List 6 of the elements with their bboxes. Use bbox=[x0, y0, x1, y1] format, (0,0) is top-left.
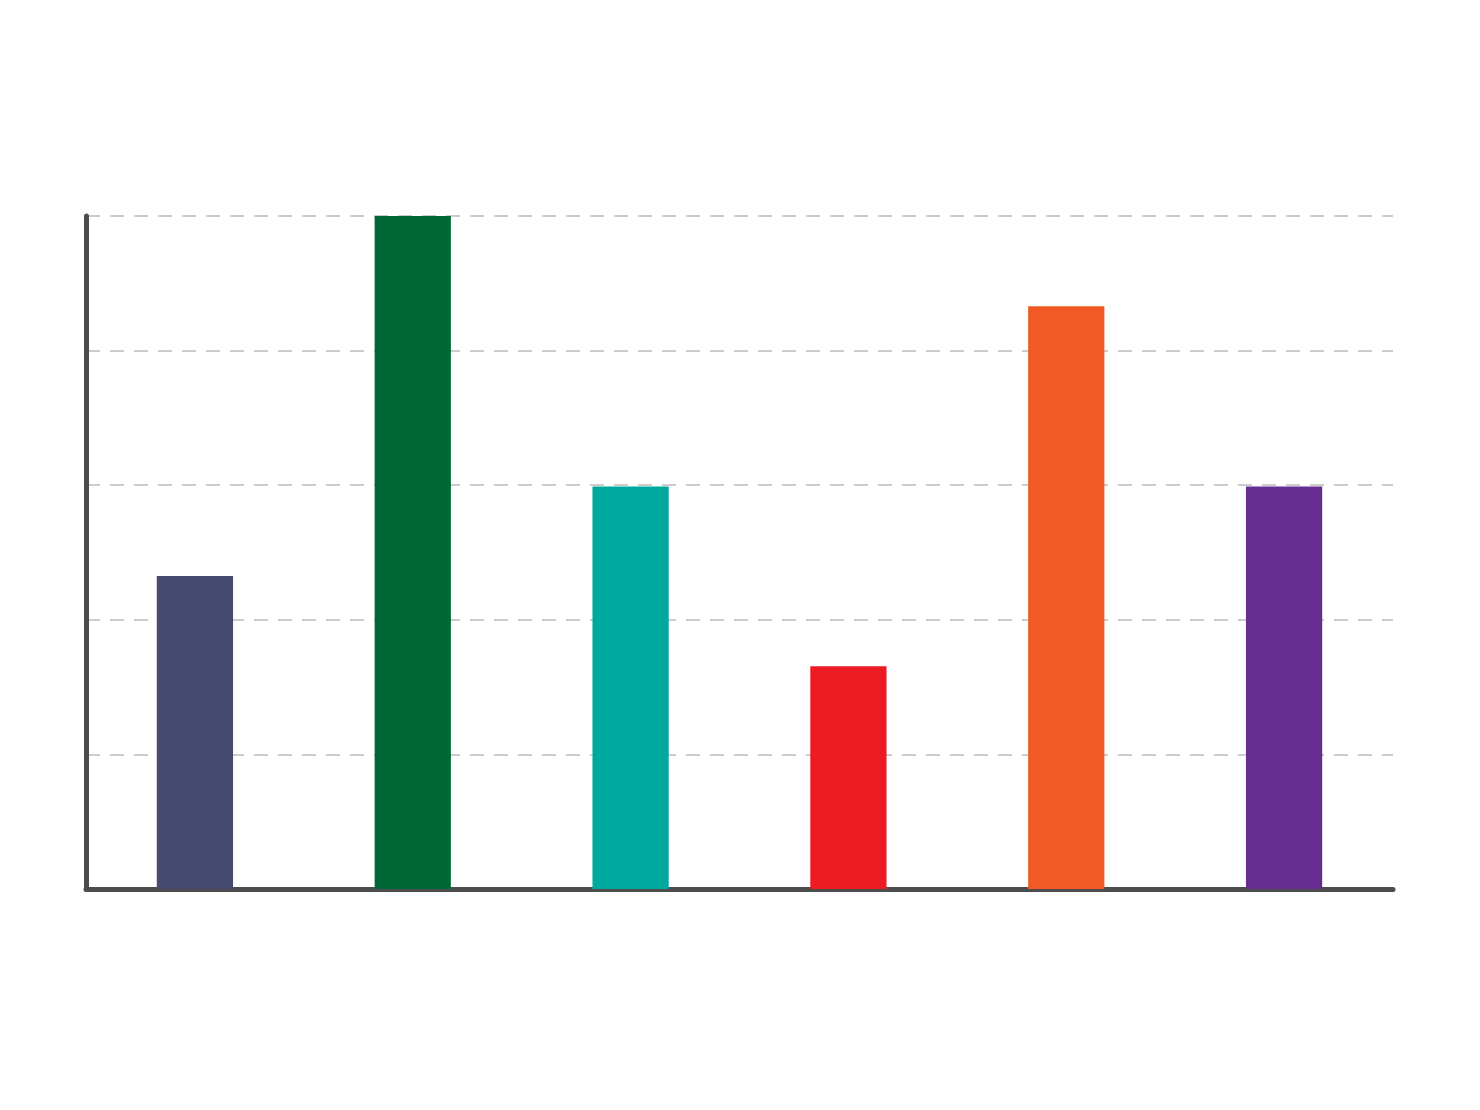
bar bbox=[810, 666, 887, 889]
bar bbox=[156, 576, 234, 889]
bar bbox=[1245, 486, 1323, 889]
bar bbox=[374, 216, 451, 889]
bar bbox=[1028, 306, 1105, 889]
bar bbox=[592, 486, 669, 889]
